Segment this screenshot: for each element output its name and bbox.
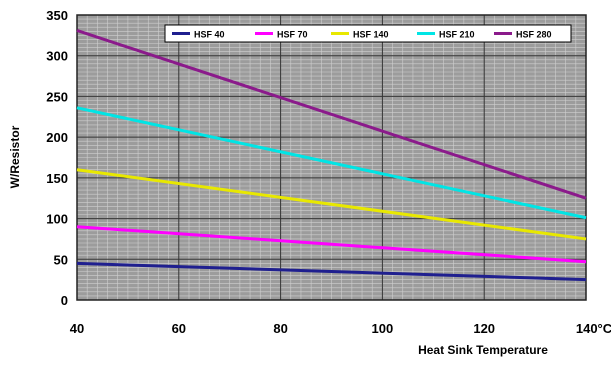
legend-label: HSF 70 — [277, 30, 308, 40]
series-lines — [76, 29, 587, 282]
series-line-hsf-210 — [76, 106, 587, 220]
y-tick-label: 50 — [54, 252, 68, 267]
y-tick-label: 250 — [46, 89, 68, 104]
y-tick-label: 0 — [61, 293, 68, 308]
legend-label: HSF 40 — [194, 30, 225, 40]
series-line-hsf-280 — [76, 29, 587, 200]
series-line-hsf-40 — [76, 261, 587, 282]
x-tick-label: 40 — [70, 321, 84, 336]
x-tick-label: 100 — [372, 321, 394, 336]
major-grid — [76, 14, 587, 301]
x-tick-label: 140°C — [576, 321, 611, 336]
y-axis-ticks: 0 50 100 150 200 250 300 350 — [46, 8, 68, 308]
y-tick-label: 200 — [46, 130, 68, 145]
y-tick-label: 100 — [46, 212, 68, 227]
x-tick-label: 120 — [473, 321, 495, 336]
series-line-hsf-70 — [76, 225, 587, 264]
series-line-hsf-140 — [76, 168, 587, 241]
y-tick-label: 350 — [46, 8, 68, 23]
y-tick-label: 150 — [46, 171, 68, 186]
y-tick-label: 300 — [46, 49, 68, 64]
x-tick-label: 60 — [172, 321, 186, 336]
x-axis-label: Heat Sink Temperature — [418, 343, 548, 357]
x-axis-ticks: 40 60 80 100 120 140°C — [70, 321, 611, 336]
legend: HSF 40 HSF 70 HSF 140 HSF 210 HSF 280 — [164, 24, 572, 43]
legend-box — [164, 24, 572, 43]
y-axis-label: W/Resistor — [8, 125, 22, 188]
legend-label: HSF 280 — [516, 30, 552, 40]
legend-label: HSF 210 — [439, 30, 475, 40]
plot-frame — [76, 14, 587, 301]
x-tick-label: 80 — [273, 321, 287, 336]
legend-label: HSF 140 — [353, 30, 389, 40]
